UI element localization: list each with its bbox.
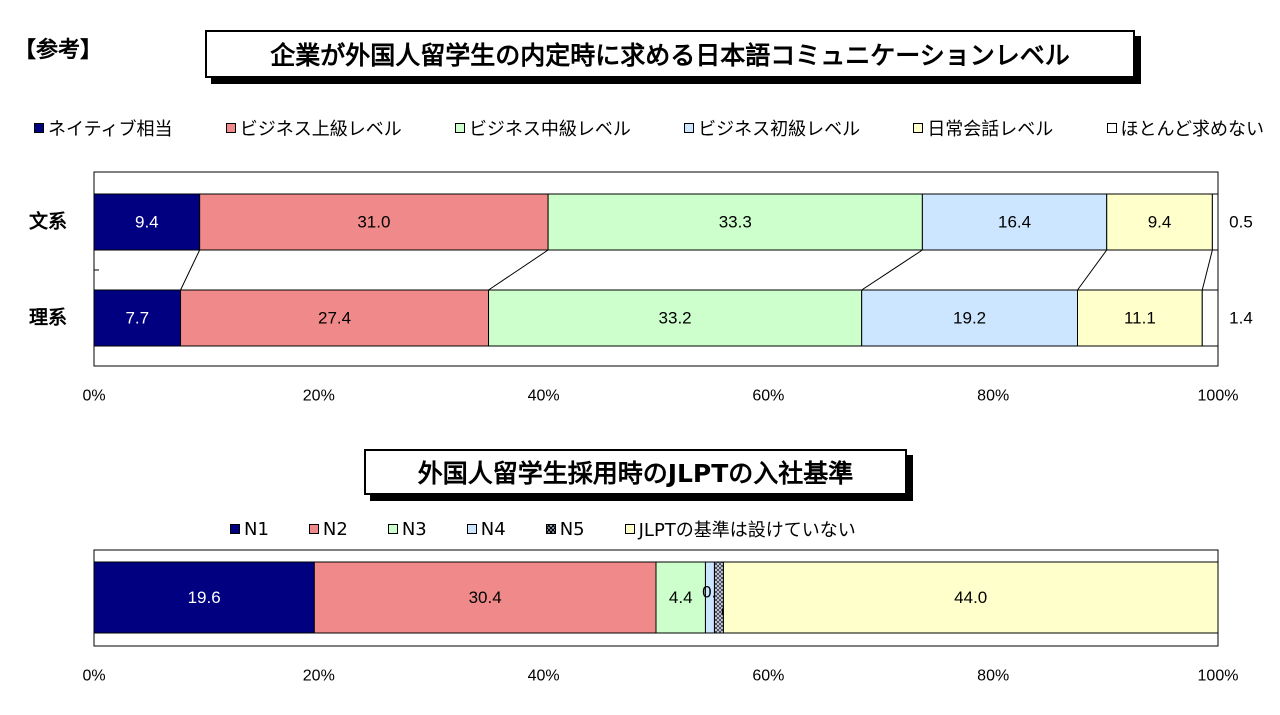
legend-label: N5 — [559, 518, 585, 540]
category-label: 理系 — [29, 307, 67, 329]
x-tick-label: 80% — [977, 668, 1009, 685]
data-label: 0.5 — [1229, 213, 1253, 232]
reference-label: 【参考】 — [14, 38, 103, 63]
legend-item: JLPTの基準は設けていない — [624, 516, 856, 542]
legend-label: 日常会話レベル — [927, 119, 1054, 140]
data-label: 7.7 — [125, 309, 149, 328]
bar-segment — [713, 561, 724, 634]
series-line — [180, 249, 201, 291]
legend-label: ネイティブ相当 — [48, 119, 173, 140]
legend-swatch — [1106, 123, 1117, 133]
legend-label: N3 — [401, 518, 427, 540]
data-label: 19.6 — [188, 588, 221, 607]
legend-item: N1 — [230, 519, 269, 540]
series-line — [1077, 249, 1108, 291]
x-tick-label: 20% — [303, 388, 335, 405]
data-label: 33.2 — [659, 309, 692, 328]
legend-label: ビジネス初級レベル — [698, 119, 861, 140]
legend-item: ビジネス中級レベル — [454, 115, 631, 141]
x-tick-label: 100% — [1198, 668, 1239, 685]
x-tick-label: 20% — [303, 668, 335, 685]
category-label: 文系 — [29, 210, 67, 233]
bar-segment — [921, 193, 1108, 251]
data-label: 11.1 — [1124, 309, 1156, 328]
legend-swatch — [34, 123, 44, 133]
legend-swatch — [466, 524, 477, 534]
legend-swatch — [545, 524, 556, 534]
legend-label: N2 — [322, 518, 348, 540]
x-tick-label: 60% — [752, 668, 784, 685]
bar-segment — [93, 193, 201, 251]
chart1-legend: ネイティブ相当 ビジネス上級レベル ビジネス中級レベル ビジネス初級レベル 日常会話レベ… — [34, 115, 1264, 141]
data-label: 33.3 — [719, 213, 752, 232]
data-label: 31.0 — [357, 213, 390, 232]
legend-swatch — [308, 524, 319, 534]
bar-segment — [722, 561, 1219, 634]
data-label: 44.0 — [954, 588, 987, 607]
data-label: 16.4 — [998, 213, 1031, 232]
x-tick-label: 40% — [528, 388, 560, 405]
series-line — [488, 249, 549, 291]
legend-label: JLPTの基準は設けていない — [638, 520, 856, 541]
legend-swatch — [230, 524, 240, 534]
data-label: 30.4 — [469, 588, 502, 607]
series-line — [1201, 249, 1213, 291]
bar-segment — [1211, 193, 1219, 251]
data-label: 4.4 — [669, 588, 693, 607]
legend-item: ほとんど求めない — [1106, 115, 1264, 141]
legend-label: N1 — [244, 518, 269, 540]
bar-segment — [655, 561, 706, 634]
legend-label: ビジネス中級レベル — [468, 119, 631, 140]
series-line — [861, 249, 923, 291]
legend-item: ビジネス初級レベル — [684, 115, 860, 141]
bar-segment — [313, 561, 657, 634]
x-tick-label: 0% — [82, 388, 105, 405]
x-tick-label: 40% — [528, 668, 560, 685]
legend-swatch — [454, 123, 465, 133]
legend-item: N5 — [545, 518, 585, 540]
x-tick-label: 60% — [752, 388, 784, 405]
chart1-title: 企業が外国人留学生の内定時に求める日本語コミュニケーションレベル — [205, 30, 1135, 78]
data-label: 1.4 — [1229, 309, 1253, 328]
legend-label: N4 — [480, 518, 506, 540]
legend-item: ビジネス上級レベル — [225, 115, 402, 141]
legend-item: N2 — [308, 518, 348, 540]
data-label: 9.4 — [1148, 213, 1172, 232]
data-label: 27.4 — [318, 309, 351, 328]
chart2-legend: N1 N2 N3 N4 N5 JLPTの基準は設けていない — [230, 516, 896, 542]
legend-swatch — [684, 123, 695, 133]
chart2-title: 外国人留学生採用時のJLPTの入社基準 — [364, 449, 907, 495]
bar-segment — [488, 289, 863, 347]
bar-segment — [1077, 289, 1203, 347]
legend-swatch — [624, 524, 635, 534]
legend-item: N4 — [466, 518, 506, 540]
legend-item: ネイティブ相当 — [34, 115, 173, 141]
data-label: 9.4 — [135, 213, 159, 232]
x-tick-label: 80% — [977, 388, 1009, 405]
legend-swatch — [225, 123, 236, 133]
x-tick-label: 0% — [82, 668, 105, 685]
x-tick-label: 100% — [1198, 388, 1239, 405]
legend-swatch — [387, 524, 398, 534]
bar-segment — [1201, 289, 1219, 347]
legend-swatch — [913, 123, 924, 133]
legend-item: 日常会話レベル — [913, 115, 1053, 141]
legend-label: ビジネス上級レベル — [239, 119, 402, 140]
legend-item: N3 — [387, 518, 427, 540]
data-label: 19.2 — [953, 309, 986, 328]
legend-label: ほとんど求めない — [1120, 119, 1264, 140]
bar-segment — [1106, 193, 1213, 251]
